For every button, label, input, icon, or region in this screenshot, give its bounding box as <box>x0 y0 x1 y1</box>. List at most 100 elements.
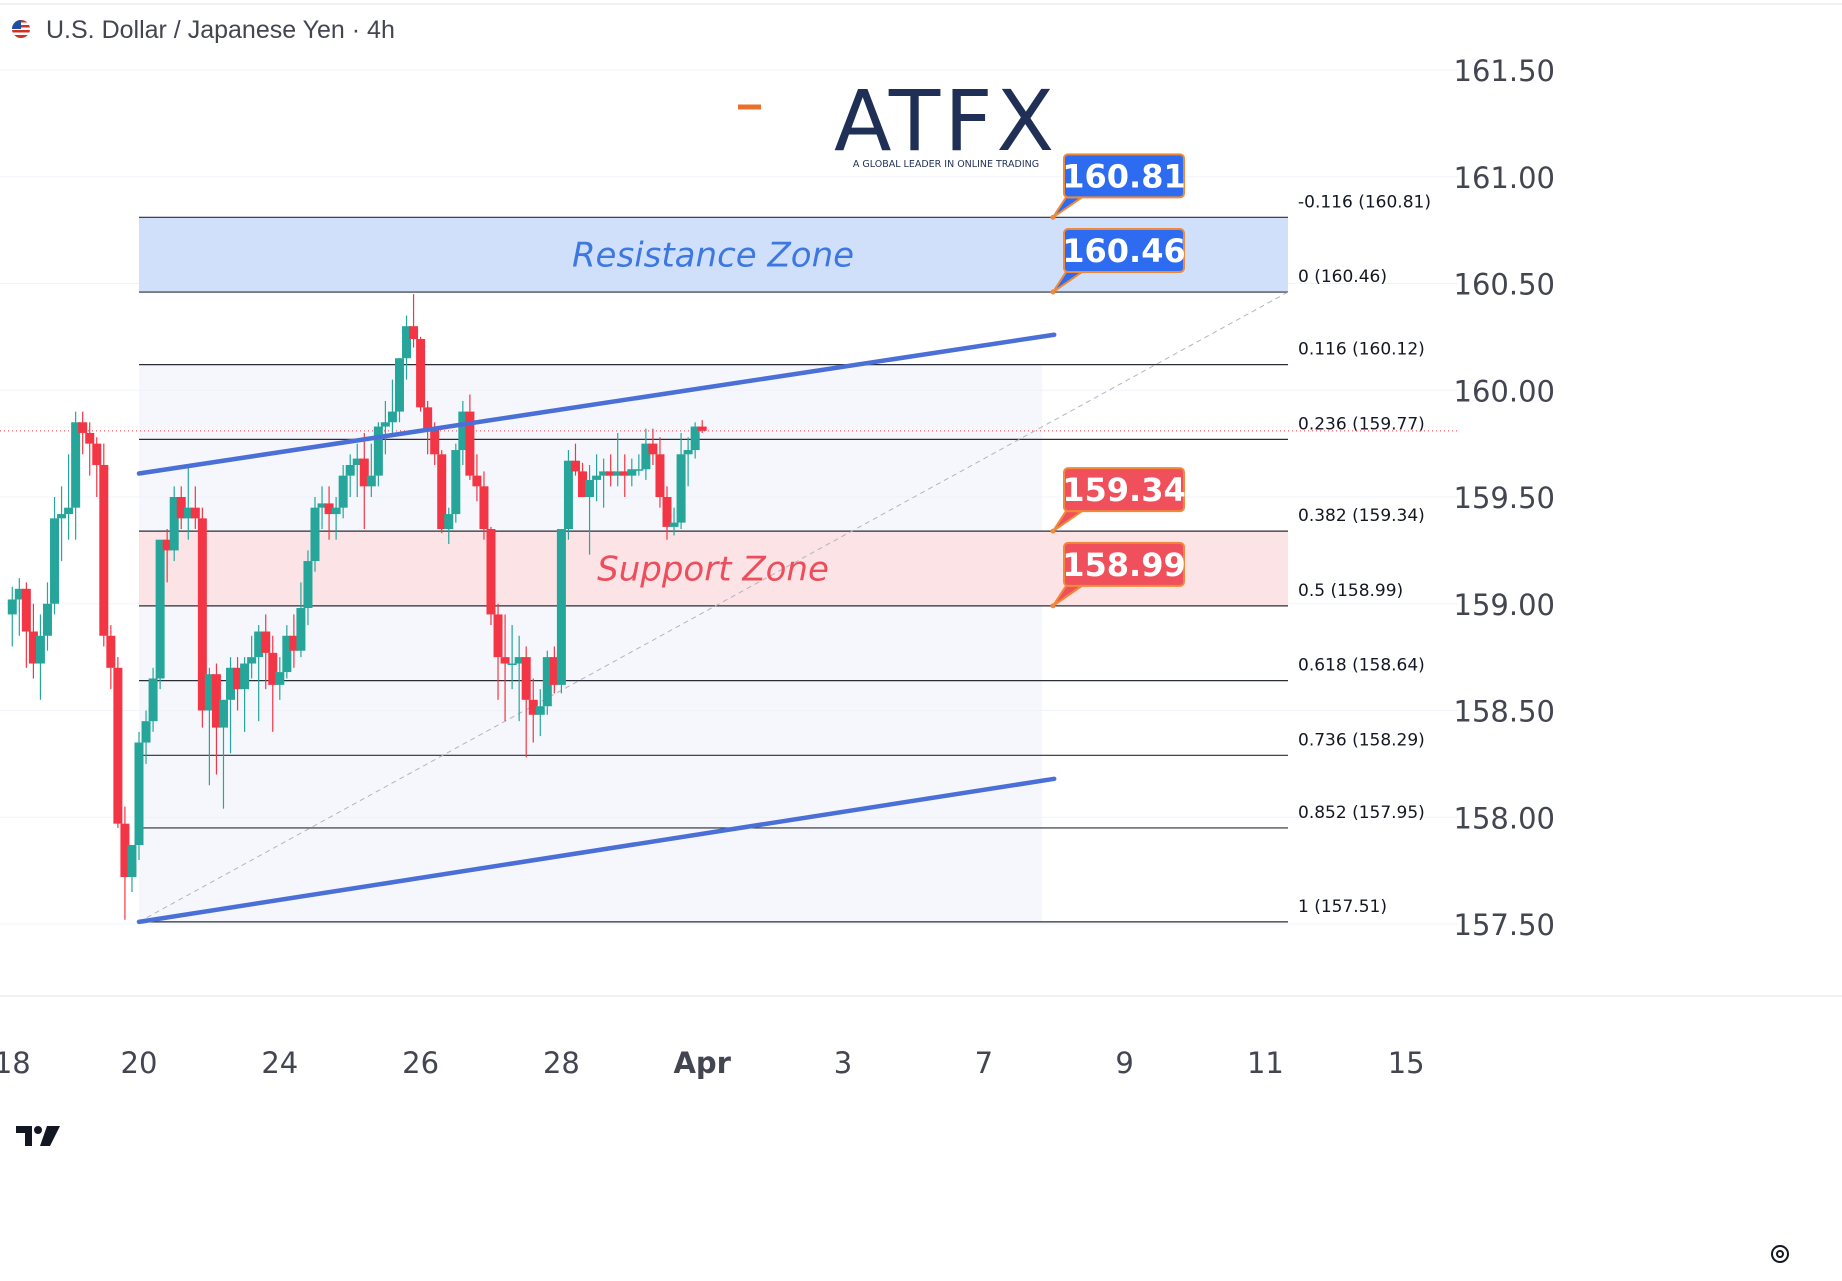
fib-label: 0.618 (158.64) <box>1298 656 1425 676</box>
candle-body <box>606 471 616 476</box>
candle-body <box>50 518 60 604</box>
candle-body <box>106 635 116 668</box>
badge-box <box>1063 153 1185 199</box>
time-tick-label: 26 <box>402 1046 439 1080</box>
candle-body <box>585 479 595 497</box>
candle-body <box>218 699 228 728</box>
symbol-title[interactable]: U.S. Dollar / Japanese Yen · 4h <box>46 16 395 45</box>
candle-body <box>35 635 45 664</box>
channel-line-lower <box>136 776 1057 925</box>
candle-body <box>141 721 151 743</box>
badge-anchor <box>1050 528 1056 534</box>
candle-body <box>641 443 651 470</box>
candle-body <box>380 422 390 427</box>
candle-body <box>352 458 362 465</box>
candle-body <box>549 657 559 685</box>
price-axis[interactable]: 161.50 161.00 160.50 160.00 159.50 159.00 158.… <box>1454 54 1555 942</box>
candle-body <box>169 497 179 551</box>
price-tick-label: 158.00 <box>1454 801 1555 835</box>
candle-body <box>247 657 257 664</box>
candle-body <box>127 845 137 878</box>
candle-body <box>113 667 123 824</box>
atfx-logo-text: ATFX <box>834 72 1058 170</box>
candle-body <box>120 823 130 878</box>
chart-header: U.S. Dollar / Japanese Yen · 4h <box>0 0 1842 62</box>
candle-body <box>85 432 95 444</box>
candle-body <box>634 469 644 471</box>
us-flag-icon <box>12 20 30 38</box>
candle-body <box>556 529 566 685</box>
candle-body <box>563 460 573 530</box>
title-separator: · <box>351 16 361 44</box>
candle-body <box>535 706 545 715</box>
price-badge: 160.46 <box>1050 228 1186 295</box>
candle-body <box>261 631 271 653</box>
price-tick-label: 160.00 <box>1454 374 1555 408</box>
candle-body <box>134 742 144 846</box>
candle-body <box>42 603 52 636</box>
badge-pointer <box>1052 510 1086 532</box>
candle-body <box>437 454 447 530</box>
zone-label: Resistance Zone <box>572 236 854 276</box>
candle-body <box>345 464 355 476</box>
tradingview-logo-icon[interactable] <box>16 1124 62 1155</box>
candle-body <box>240 663 250 690</box>
candle-body <box>366 475 376 487</box>
candle-body <box>578 471 588 497</box>
candle-body <box>21 588 31 632</box>
candle-body <box>71 422 81 508</box>
badge-box <box>1063 467 1185 513</box>
candle-body <box>416 339 426 408</box>
candle-body <box>662 497 672 527</box>
fibonacci-levels: -0.116 (160.81) 0 (160.46) 0.116 (160.12) 0… <box>139 192 1431 923</box>
price-badge: 158.99 <box>1050 541 1186 609</box>
fib-label: 0 (160.46) <box>1298 267 1387 287</box>
candle-body <box>289 635 299 651</box>
price-badges: 160.81 160.46 159.34 158.99 <box>1050 153 1186 609</box>
price-tick-label: 159.50 <box>1454 481 1555 515</box>
candle-body <box>204 674 214 711</box>
fib-trend-line <box>138 291 1289 923</box>
zone-labels: Resistance Zone Support Zone <box>572 236 854 590</box>
channel-line-upper <box>136 332 1057 476</box>
candle-body <box>197 518 207 711</box>
candle-body <box>148 678 158 722</box>
time-tick-label: 9 <box>1115 1046 1133 1080</box>
atfx-tagline: A GLOBAL LEADER IN ONLINE TRADING <box>853 159 1039 170</box>
candle-body <box>444 514 454 530</box>
candle-body <box>92 443 102 465</box>
fib-label: 0.852 (157.95) <box>1298 803 1425 823</box>
fib-label: 0.5 (158.99) <box>1298 581 1403 601</box>
candle-body <box>423 407 433 429</box>
time-tick-label: 15 <box>1388 1046 1425 1080</box>
badge-value: 159.34 <box>1062 471 1185 509</box>
candle-body <box>697 426 707 431</box>
candle-body <box>402 326 412 359</box>
price-tick-label: 161.50 <box>1454 54 1555 88</box>
candle-body <box>507 663 517 666</box>
candlestick-series <box>7 294 707 920</box>
candle-body <box>303 561 313 609</box>
badge-anchor <box>1050 214 1056 220</box>
candle-body <box>296 608 306 651</box>
fib-trend-line <box>0 291 1458 923</box>
settings-icon[interactable] <box>1768 1242 1792 1266</box>
time-tick-label: 20 <box>121 1046 158 1080</box>
candle-body <box>176 497 186 519</box>
time-axis[interactable]: 18 20 24 26 28 Apr 3 7 9 11 15 <box>0 1046 1425 1080</box>
candle-body <box>317 503 327 508</box>
candle-body <box>683 450 693 455</box>
candle-body <box>268 652 278 685</box>
candle-body <box>233 667 243 690</box>
candle-body <box>500 657 510 664</box>
interval-label: 4h <box>367 16 395 44</box>
candle-body <box>99 464 109 636</box>
candle-body <box>310 507 320 562</box>
candle-body <box>226 667 236 700</box>
candle-body <box>465 411 475 476</box>
badge-value: 158.99 <box>1062 546 1185 584</box>
candle-body <box>627 469 637 476</box>
badge-pointer <box>1052 196 1086 219</box>
candle-body <box>338 475 348 508</box>
